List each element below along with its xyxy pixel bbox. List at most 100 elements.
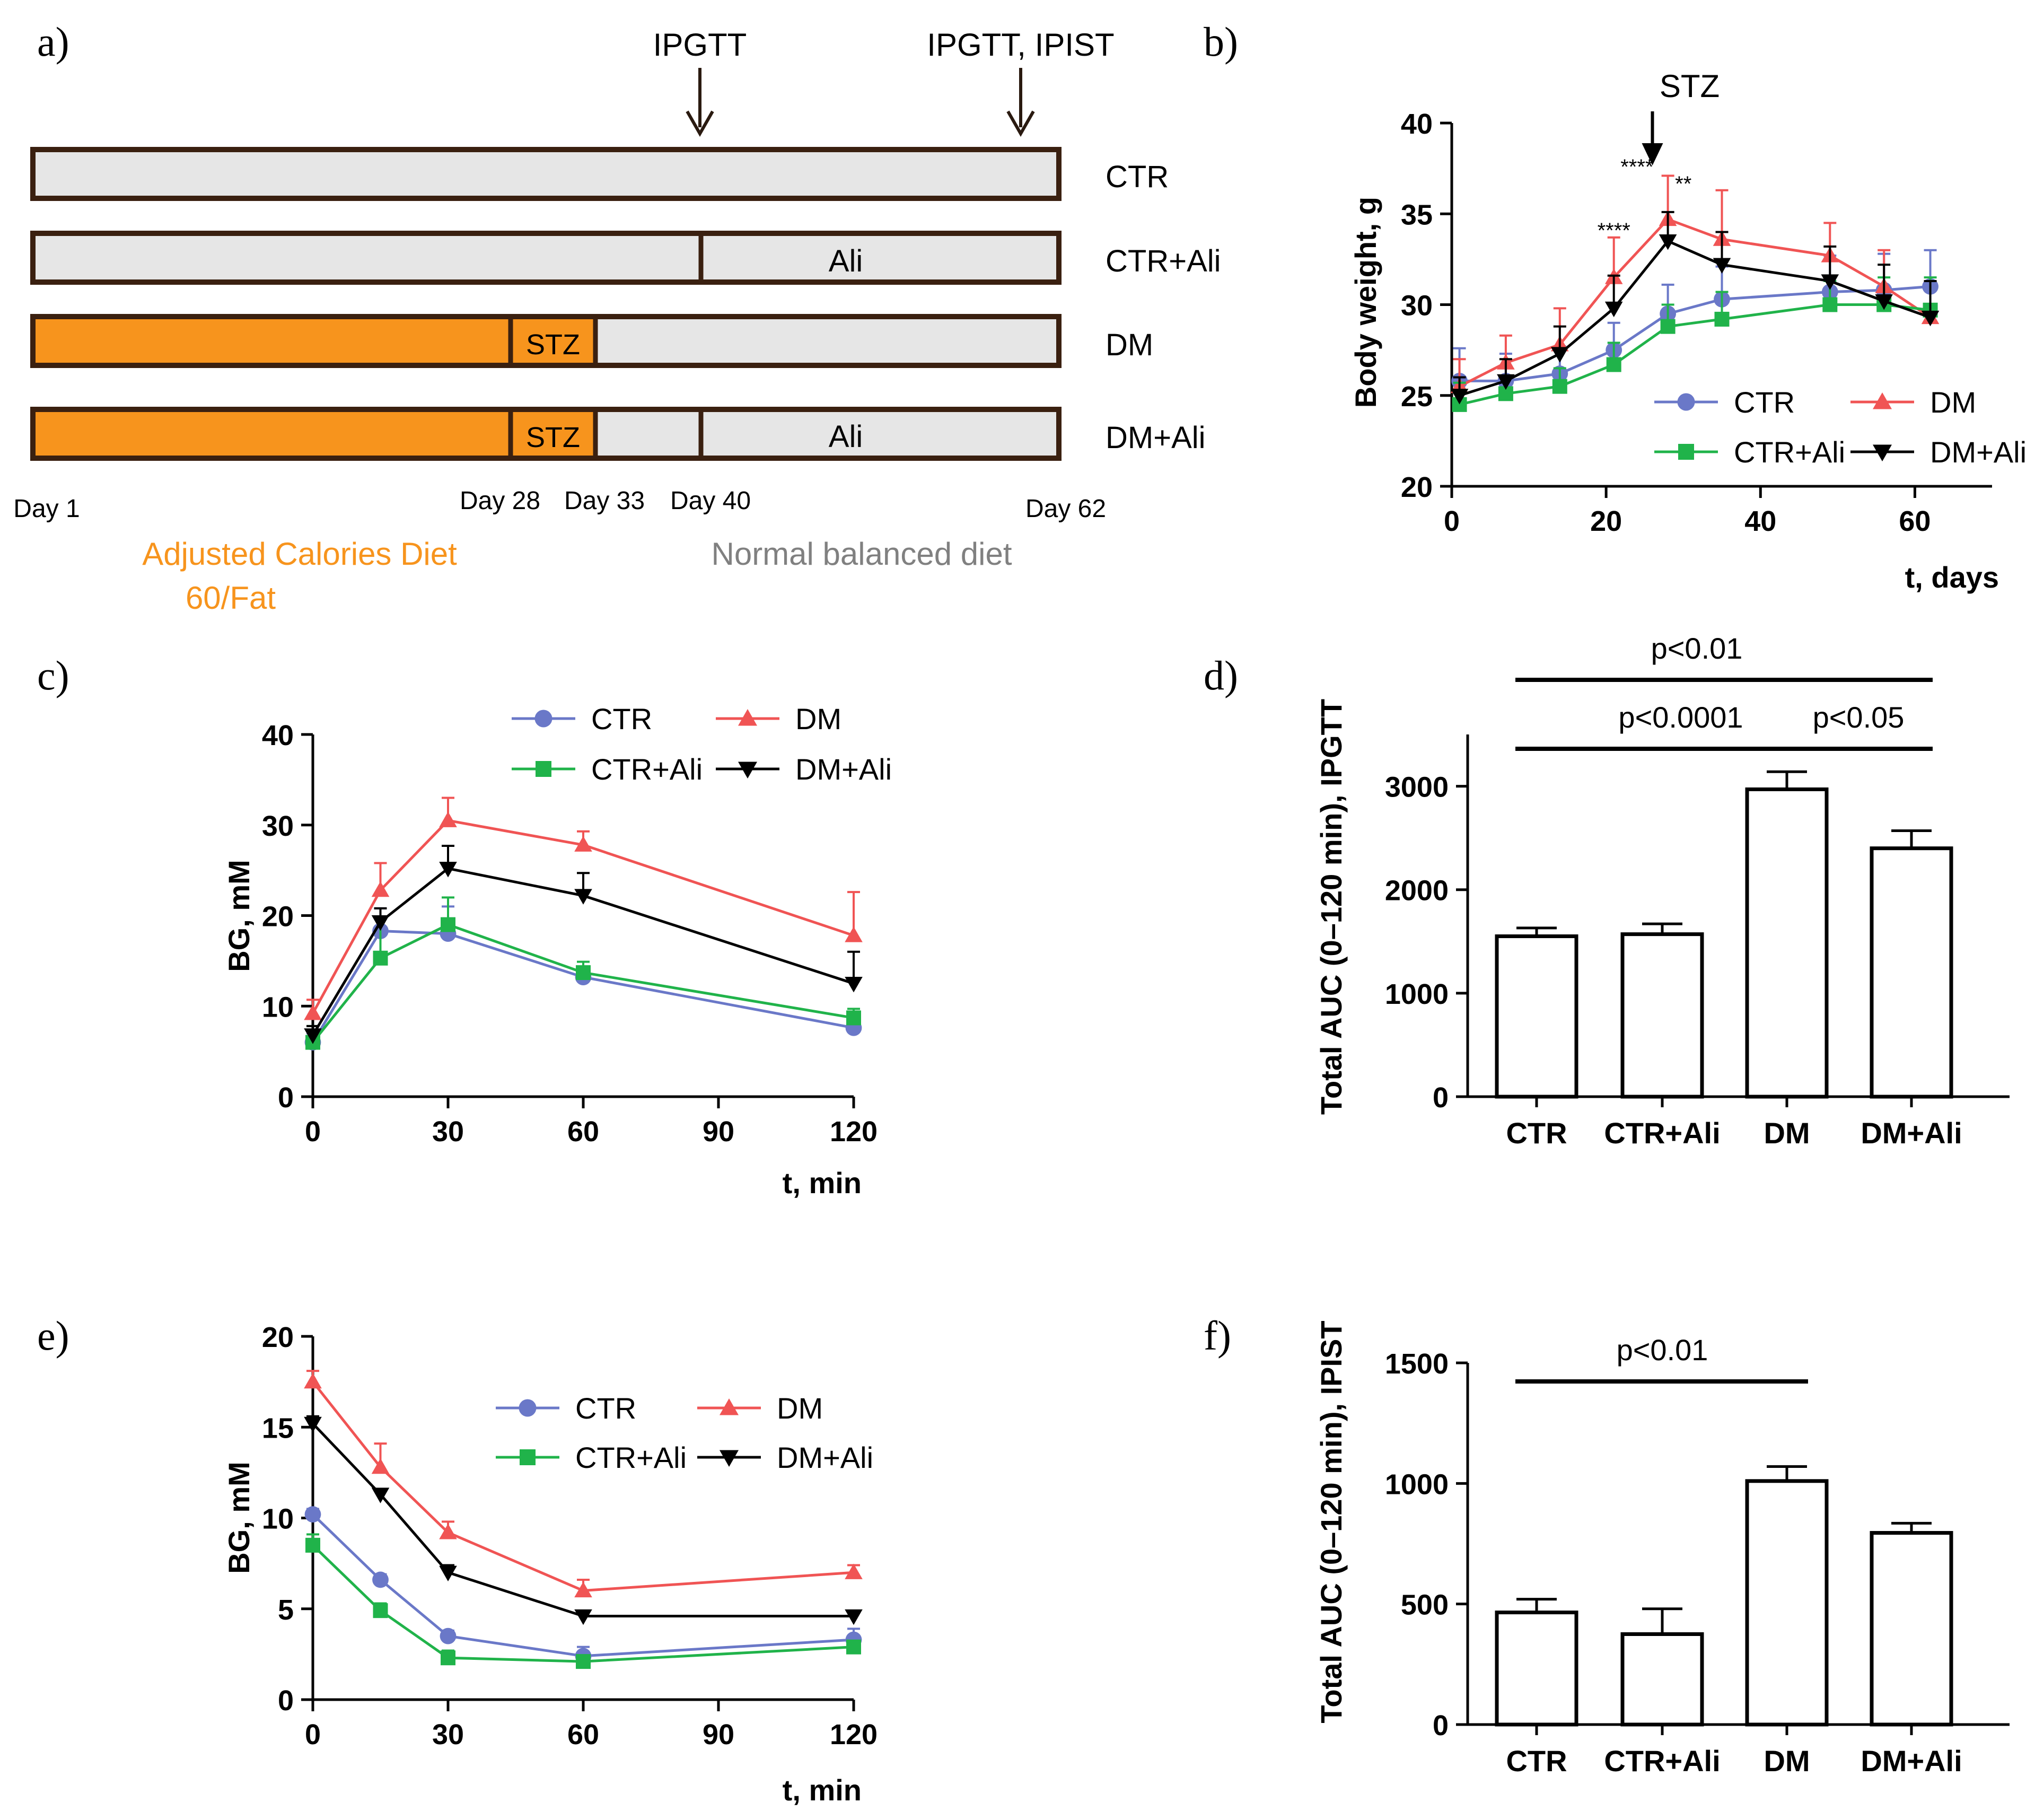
legend-label: CTR	[1734, 386, 1795, 419]
data-point	[441, 917, 455, 932]
significance-label: p<0.01	[1651, 632, 1743, 665]
data-point	[1604, 301, 1623, 318]
legend-marker	[720, 1450, 739, 1467]
legend-marker	[1873, 392, 1892, 409]
legend: CTR DM CTR+Ali DM+Ali	[512, 702, 892, 786]
series-ctr	[1451, 249, 1938, 389]
data-point	[305, 1537, 320, 1553]
panel-d-label: d)	[1204, 652, 1238, 698]
stz-arrow-head	[1642, 143, 1663, 165]
day-label: Day 40	[670, 487, 751, 515]
legend-label: CTR	[591, 702, 652, 736]
data-point	[304, 1506, 321, 1523]
y-tick-label: 15	[262, 1412, 294, 1444]
data-point	[439, 1565, 457, 1582]
y-tick-label: 20	[262, 1322, 294, 1353]
category-label: CTR	[1506, 1744, 1567, 1778]
x-tick-label: 30	[432, 1719, 464, 1751]
ali-segment-label: Ali	[829, 244, 863, 278]
y-axis-title: BG, mM	[222, 1462, 256, 1574]
y-tick-label: 40	[262, 720, 294, 751]
x-tick-label: 60	[1899, 505, 1931, 537]
category-label: DM+Ali	[1861, 1744, 1962, 1778]
legend-label: CTR+Ali	[575, 1441, 687, 1474]
data-point	[441, 1650, 455, 1666]
legend-marker	[1677, 393, 1695, 411]
y-tick-label: 0	[278, 1685, 294, 1717]
data-point	[1875, 294, 1893, 310]
data-point	[304, 1416, 322, 1433]
panel-f: f) 0 500 1000 1500 Total AUC (0–120 min), IP…	[1204, 1312, 2010, 1778]
data-point	[373, 950, 388, 966]
y-tick-label: 3000	[1385, 772, 1449, 803]
y-axis-title: Body weight, g	[1349, 197, 1382, 408]
timeline-row-label-dm-ali: DM+Ali	[1106, 421, 1206, 455]
y-tick-label: 40	[1401, 108, 1433, 140]
data-point	[1552, 379, 1567, 394]
legend: CTR DM CTR+Ali DM+Ali	[1654, 386, 2027, 469]
x-tick-label: 0	[1444, 505, 1460, 537]
panel-d: d) 0 1000 2000 3000 Total AUC (0–120 min), I…	[1204, 632, 2010, 1150]
panel-c-label: c)	[37, 652, 69, 698]
data-point	[304, 1028, 322, 1044]
data-point	[1821, 274, 1839, 290]
y-tick-label: 10	[262, 991, 294, 1023]
series-dm	[304, 1370, 863, 1598]
x-axis-title: t, min	[783, 1773, 862, 1807]
x-tick-label: 60	[567, 1116, 599, 1148]
data-point	[1660, 319, 1676, 334]
ipist-glucose-chart: 0 5 10 15 20 0 30 60 90 120 t, min BG, mM CTR DM CTR+A…	[222, 1322, 878, 1807]
panel-e-label: e)	[37, 1312, 69, 1359]
data-point	[576, 965, 591, 981]
data-point	[1551, 347, 1569, 363]
day-label: Day 1	[13, 495, 80, 523]
diet-label-normal: Normal balanced diet	[712, 536, 1012, 572]
diet-label-fat: 60/Fat	[186, 580, 276, 616]
data-point	[845, 1609, 863, 1625]
legend-label: DM	[1930, 386, 1976, 419]
stz-segment	[511, 319, 595, 363]
data-point	[304, 1372, 322, 1389]
category-label: DM+Ali	[1861, 1116, 1962, 1150]
stz-segment	[511, 412, 595, 456]
day-label: Day 28	[460, 487, 540, 515]
data-point	[304, 1004, 322, 1020]
y-tick-label: 25	[1401, 381, 1433, 413]
y-tick-label: 20	[1401, 471, 1433, 503]
x-axis-title: t, min	[783, 1166, 862, 1200]
timeline-row-label-ctr-ali: CTR+Ali	[1106, 244, 1221, 278]
stz-injection-label: STZ	[1660, 68, 1720, 104]
series-dm-ali	[1450, 211, 1940, 405]
timeline-row-label-dm: DM	[1106, 328, 1153, 362]
panel-b-label: b)	[1204, 19, 1238, 65]
legend-label: CTR+Ali	[591, 752, 703, 786]
y-tick-label: 30	[262, 810, 294, 842]
x-tick-label: 120	[830, 1116, 878, 1148]
bar	[1495, 1611, 1578, 1727]
hfd-segment	[36, 412, 511, 456]
x-tick-label: 20	[1590, 505, 1622, 537]
y-tick-label: 1000	[1385, 1468, 1449, 1500]
stz-segment-label: STZ	[526, 422, 580, 453]
series-dm	[304, 797, 863, 1020]
data-point	[845, 1563, 863, 1579]
data-point	[1606, 357, 1621, 372]
y-tick-label: 35	[1401, 199, 1433, 231]
data-point	[371, 881, 390, 897]
bar	[1870, 846, 1953, 1099]
hfd-segment	[36, 319, 511, 363]
data-point	[371, 1458, 390, 1474]
data-point	[373, 1603, 388, 1618]
legend-marker	[738, 762, 757, 778]
stz-segment-label: STZ	[526, 329, 580, 361]
legend: CTR DM CTR+Ali DM+Ali	[496, 1392, 873, 1474]
data-point	[1921, 310, 1940, 327]
ipgtt-marker-label: IPGTT	[653, 27, 747, 63]
x-tick-label: 0	[305, 1719, 321, 1751]
x-tick-label: 30	[432, 1116, 464, 1148]
data-point	[439, 862, 457, 878]
series-dm-ali	[304, 845, 863, 1044]
